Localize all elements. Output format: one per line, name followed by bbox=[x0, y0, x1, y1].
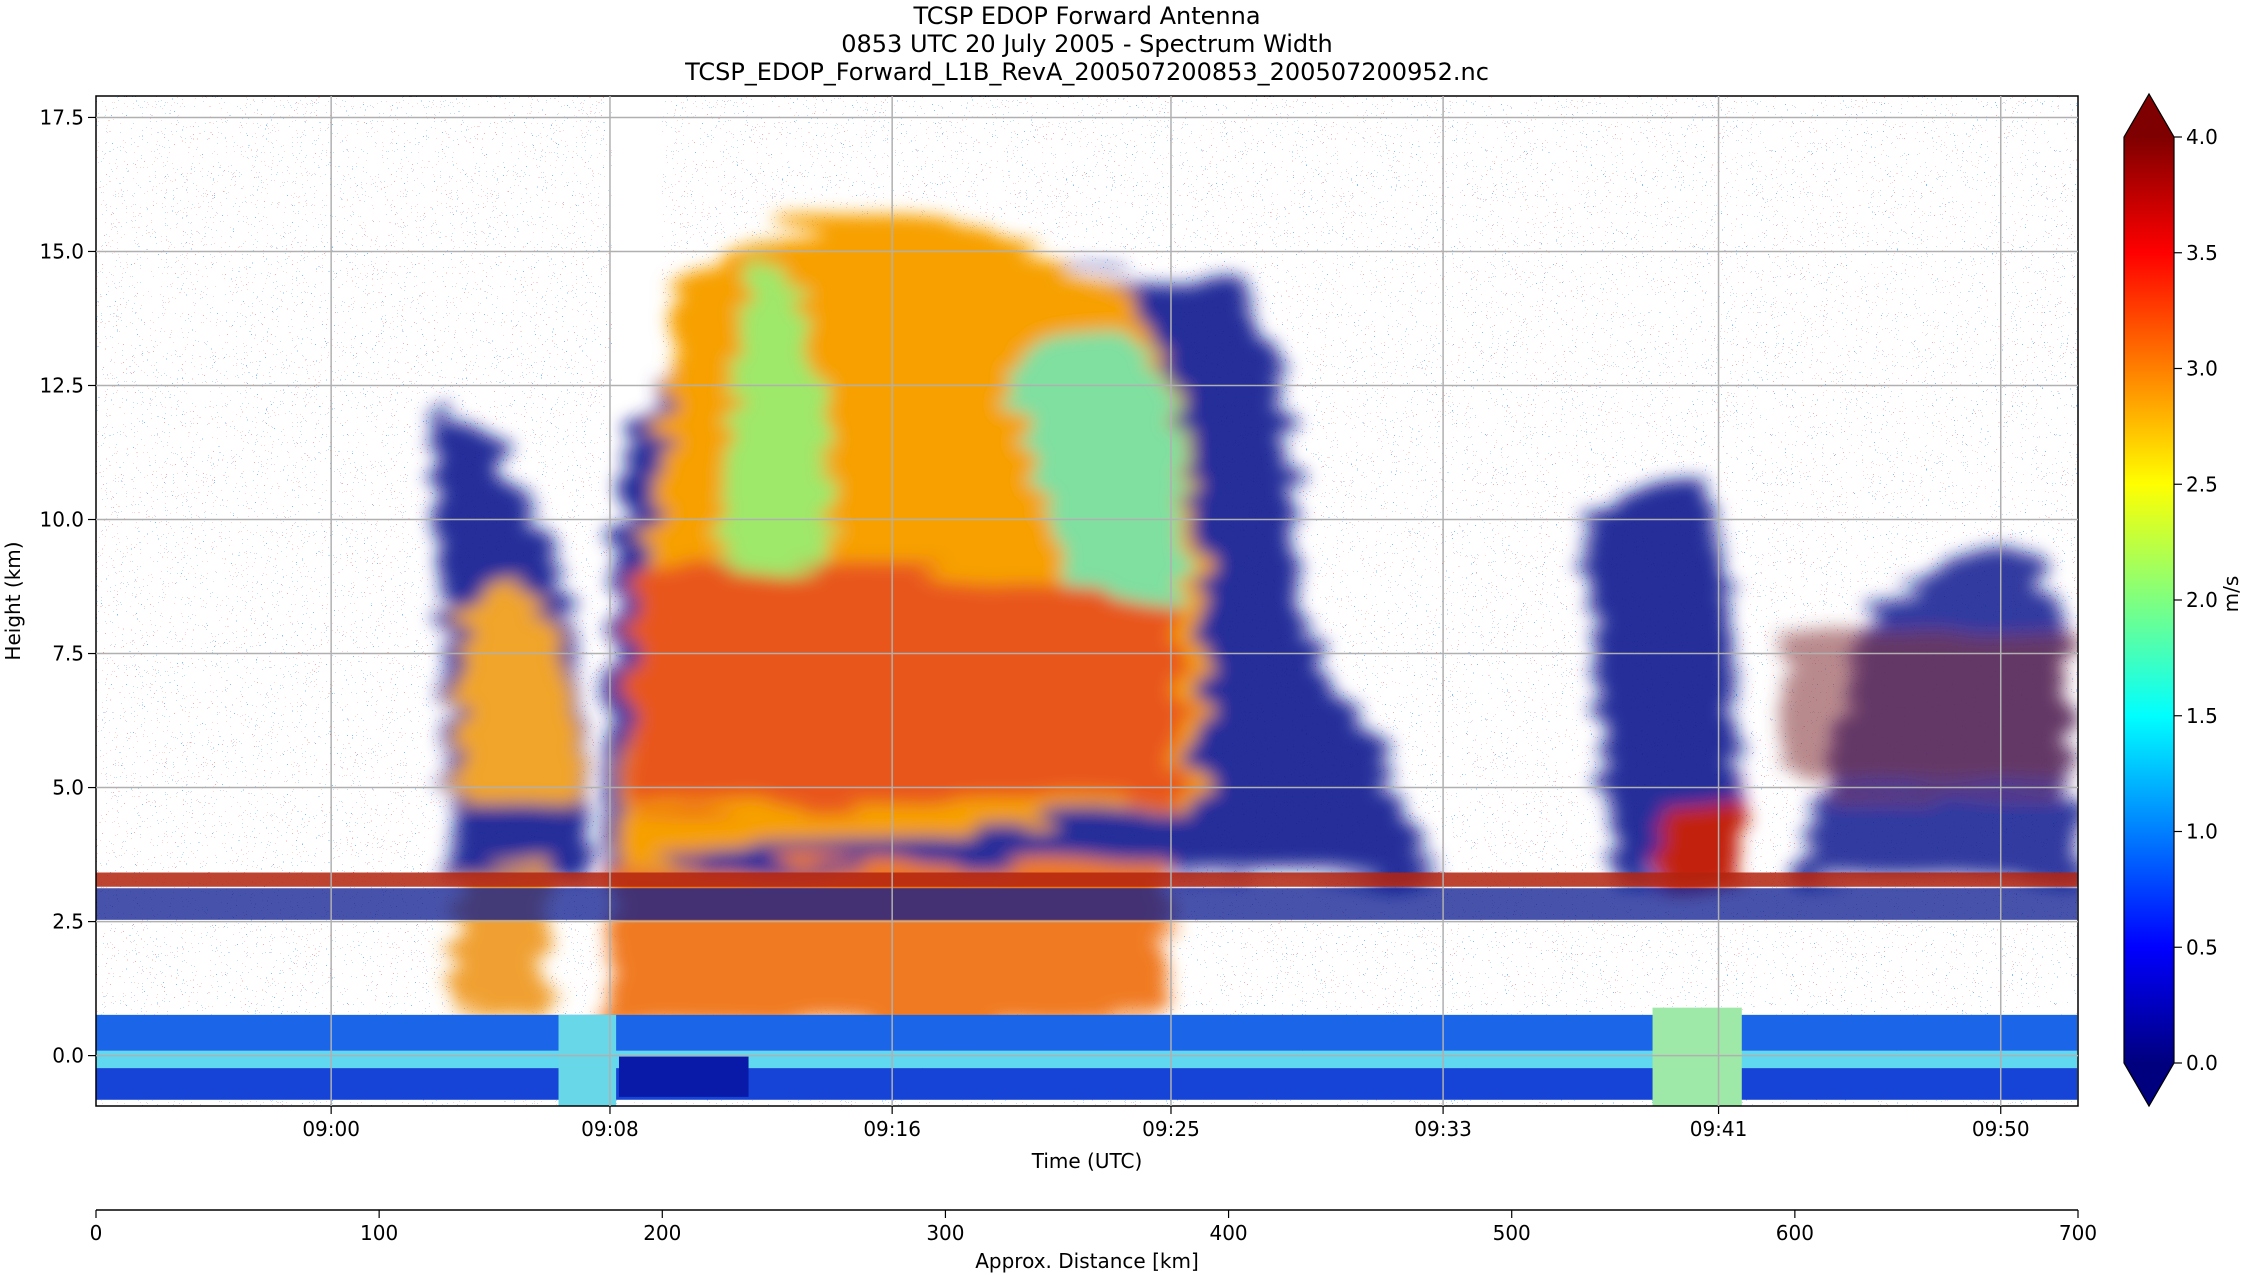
x-tick-label: 09:16 bbox=[863, 1117, 921, 1141]
y-axis-label: Height (km) bbox=[1, 541, 25, 660]
radar-image bbox=[96, 96, 2078, 1106]
chart-title: TCSP EDOP Forward Antenna bbox=[912, 2, 1260, 30]
echo bbox=[431, 211, 2078, 1023]
x2-tick-label: 300 bbox=[926, 1221, 964, 1245]
chart-subtitle: 0853 UTC 20 July 2005 - Spectrum Width bbox=[841, 30, 1333, 58]
colorbar-tick-label: 2.5 bbox=[2186, 472, 2218, 496]
colorbar-extend-min bbox=[2124, 1063, 2174, 1106]
colorbar-tick-label: 0.5 bbox=[2186, 935, 2218, 959]
x-tick-label: 09:08 bbox=[581, 1117, 639, 1141]
y-tick-label: 17.5 bbox=[39, 105, 84, 129]
x2-axis-label: Approx. Distance [km] bbox=[975, 1249, 1199, 1273]
x-tick-label: 09:41 bbox=[1690, 1117, 1748, 1141]
y-tick-label: 12.5 bbox=[39, 373, 84, 397]
colorbar-tick-label: 3.5 bbox=[2186, 241, 2218, 265]
x-tick-label: 09:50 bbox=[1972, 1117, 2030, 1141]
surface bbox=[96, 872, 2078, 1106]
x2-tick-label: 0 bbox=[90, 1221, 103, 1245]
x2-tick-label: 200 bbox=[643, 1221, 681, 1245]
y-tick-label: 5.0 bbox=[52, 776, 84, 800]
y-tick-label: 15.0 bbox=[39, 239, 84, 263]
x-tick-label: 09:00 bbox=[302, 1117, 360, 1141]
y-tick-label: 0.0 bbox=[52, 1044, 84, 1068]
colorbar-tick-label: 2.0 bbox=[2186, 588, 2218, 612]
x2-tick-label: 400 bbox=[1209, 1221, 1247, 1245]
x2-tick-label: 500 bbox=[1493, 1221, 1531, 1245]
colorbar-tick-label: 0.0 bbox=[2186, 1051, 2218, 1075]
y-tick-label: 7.5 bbox=[52, 642, 84, 666]
x2-tick-label: 100 bbox=[360, 1221, 398, 1245]
colorbar-label: m/s bbox=[2219, 576, 2243, 613]
x-tick-label: 09:25 bbox=[1142, 1117, 1200, 1141]
colorbar bbox=[2124, 137, 2174, 1063]
colorbar-tick-label: 1.5 bbox=[2186, 704, 2218, 728]
file-name: TCSP_EDOP_Forward_L1B_RevA_200507200853_… bbox=[684, 58, 1489, 86]
x-axis-label: Time (UTC) bbox=[1031, 1149, 1143, 1173]
colorbar-extend-max bbox=[2124, 94, 2174, 137]
colorbar-tick-label: 1.0 bbox=[2186, 820, 2218, 844]
colorbar-tick-label: 4.0 bbox=[2186, 125, 2218, 149]
y-tick-label: 10.0 bbox=[39, 508, 84, 532]
x2-tick-label: 700 bbox=[2059, 1221, 2097, 1245]
colorbar-tick-label: 3.0 bbox=[2186, 357, 2218, 381]
plot-frame bbox=[95, 95, 2079, 1107]
x-tick-label: 09:33 bbox=[1414, 1117, 1472, 1141]
y-tick-label: 2.5 bbox=[52, 910, 84, 934]
x2-tick-label: 600 bbox=[1776, 1221, 1814, 1245]
